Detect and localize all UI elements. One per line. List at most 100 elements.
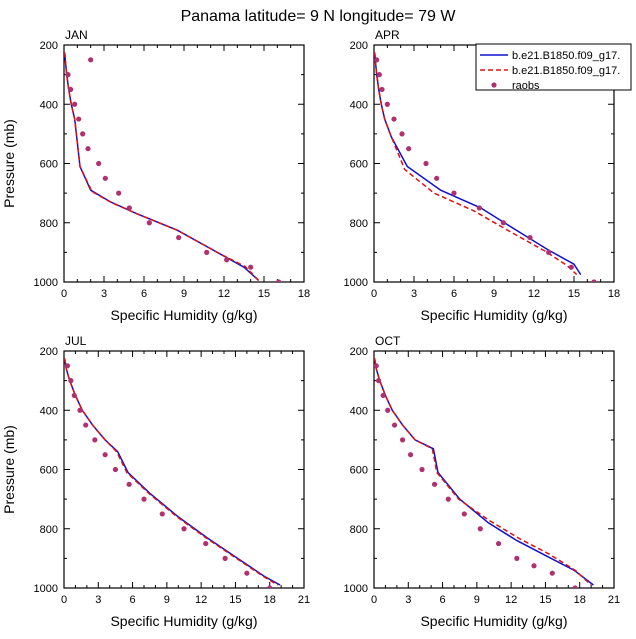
x-tick-label: 18: [264, 594, 276, 606]
x-tick-label: 12: [195, 594, 207, 606]
raobs-point: [116, 190, 122, 196]
raobs-point: [500, 220, 506, 226]
raobs-point: [126, 205, 132, 211]
y-tick-label: 400: [350, 99, 368, 111]
panel-oct: 0 3 6 9 12 15 18 21 200 400 600 800 1000 OCT Specific …: [344, 334, 621, 629]
raobs-point: [568, 264, 574, 270]
raobs-point: [385, 407, 391, 413]
raobs-point: [77, 407, 83, 413]
x-axis-label: Specific Humidity (g/kg): [420, 307, 567, 323]
raobs-point: [68, 378, 74, 384]
legend-label: b.e21.B1850.f09_g17.: [512, 50, 620, 62]
raobs-point: [431, 481, 438, 487]
series-group: [374, 52, 597, 282]
raobs-point: [112, 466, 119, 473]
raobs-point: [423, 160, 429, 167]
raobs-point: [224, 257, 230, 263]
y-tick-label: 600: [40, 159, 58, 171]
y-tick-label: 600: [40, 465, 58, 477]
x-tick-label: 0: [371, 288, 377, 300]
raobs-point: [222, 555, 228, 561]
x-tick-label: 9: [181, 288, 187, 300]
x-tick-label: 12: [218, 288, 230, 300]
y-tick-label: 800: [40, 524, 58, 536]
model-line-dashed: [64, 52, 260, 282]
x-tick-label: 0: [61, 594, 67, 606]
y-tick-label: 800: [350, 218, 368, 230]
raobs-point: [71, 392, 77, 399]
model-line-dashed: [374, 52, 578, 276]
raobs-point: [407, 452, 414, 458]
model-line-dashed: [64, 358, 279, 586]
x-tick-label: 15: [229, 594, 241, 606]
x-tick-label: 9: [164, 594, 170, 606]
legend-label: raobs: [512, 80, 540, 92]
raobs-point: [399, 437, 406, 443]
raobs-point: [83, 422, 89, 428]
model-line-dashed: [374, 358, 592, 586]
x-tick-label: 0: [61, 288, 67, 300]
raobs-point: [68, 86, 74, 93]
y-tick-label: 1000: [344, 583, 368, 595]
series-group: [374, 358, 594, 588]
x-axis-label: Specific Humidity (g/kg): [110, 307, 257, 323]
raobs-point: [80, 131, 86, 137]
series-group: [64, 358, 281, 588]
raobs-point: [375, 378, 382, 384]
raobs-point: [267, 585, 273, 588]
y-tick-label: 600: [350, 159, 368, 171]
raobs-point: [126, 481, 132, 487]
raobs-point: [379, 86, 385, 93]
raobs-point: [64, 363, 71, 369]
raobs-point: [176, 234, 182, 241]
raobs-point: [102, 452, 108, 458]
x-tick-label: 15: [539, 594, 551, 606]
y-axis-label: Pressure (mb): [1, 425, 17, 514]
y-tick-label: 400: [40, 99, 58, 111]
y-tick-label: 400: [350, 405, 368, 417]
raobs-point: [477, 526, 483, 532]
legend-label: b.e21.B1850.f09_g17.: [512, 65, 620, 77]
raobs-point: [65, 72, 71, 78]
x-tick-label: 6: [440, 594, 446, 606]
x-tick-label: 21: [298, 594, 310, 606]
raobs-point: [399, 131, 405, 137]
x-tick-label: 18: [574, 594, 586, 606]
plot-frame: [63, 350, 305, 589]
raobs-point: [531, 563, 537, 569]
x-tick-label: 9: [474, 594, 480, 606]
raobs-point: [461, 511, 467, 517]
raobs-point: [92, 437, 98, 443]
x-tick-label: 12: [505, 594, 517, 606]
y-tick-label: 800: [40, 218, 58, 230]
x-tick-label: 15: [568, 288, 580, 300]
raobs-point: [495, 540, 502, 547]
y-tick-label: 200: [350, 40, 368, 52]
raobs-point: [419, 466, 425, 473]
model-line-solid: [374, 358, 594, 586]
x-tick-label: 3: [411, 288, 417, 300]
y-tick-label: 1000: [344, 277, 368, 289]
x-tick-label: 3: [405, 594, 411, 606]
raobs-point: [549, 570, 555, 576]
x-tick-label: 18: [298, 288, 310, 300]
raobs-point: [96, 160, 102, 167]
legend-box: [475, 43, 632, 91]
raobs-point: [476, 205, 482, 211]
panel-jan: 0 3 6 9 12 15 18 200 400 600 800 1000 JAN Specific Hu…: [1, 28, 310, 323]
y-tick-label: 1000: [34, 277, 58, 289]
y-tick-label: 1000: [34, 583, 58, 595]
model-line-solid: [64, 52, 260, 282]
raobs-point: [391, 422, 398, 428]
x-tick-label: 12: [528, 288, 540, 300]
raobs-point: [434, 175, 440, 181]
panel-jul: 0 3 6 9 12 15 18 21 200 400 600 800 1000 JUL Specific …: [1, 334, 310, 629]
y-tick-label: 200: [40, 40, 58, 52]
y-tick-label: 200: [40, 346, 58, 358]
raobs-point: [384, 101, 390, 107]
figure-title: Panama latitude= 9 N longitude= 79 W: [181, 8, 457, 25]
raobs-point: [88, 57, 94, 63]
panel-label: OCT: [375, 334, 401, 348]
